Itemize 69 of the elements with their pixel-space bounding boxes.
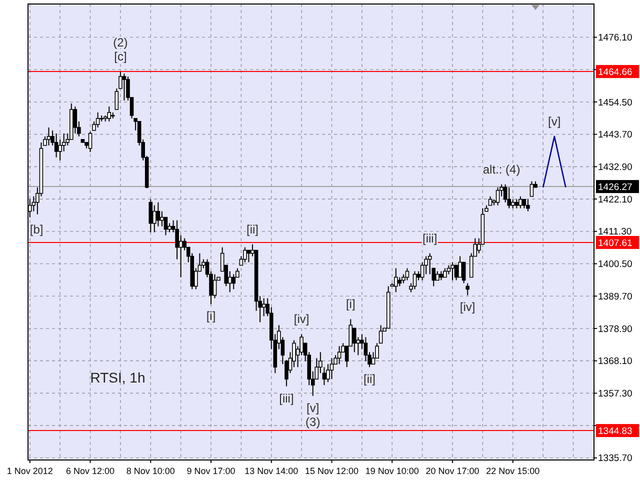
- ref-line-label: 1407.61: [598, 238, 632, 249]
- x-tick-label: 13 Nov 14:00: [244, 466, 298, 476]
- y-tick-label: 1378.90: [598, 324, 632, 335]
- text: [iii]: [279, 391, 294, 406]
- text: [iii]: [422, 231, 438, 246]
- x-tick-label: 6 Nov 12:00: [66, 466, 115, 476]
- text: [v] (3): [306, 400, 320, 429]
- x-tick-label: 15 Nov 12:00: [304, 466, 359, 476]
- candlestick: [46, 126, 51, 146]
- candlestick: [466, 282, 470, 296]
- candlestick: [454, 264, 458, 281]
- candlestick: [458, 256, 462, 278]
- text: [i]: [206, 309, 216, 324]
- text: [iv]: [294, 312, 310, 326]
- text: alt.: (4): [482, 162, 520, 176]
- candlestick: [88, 131, 92, 153]
- candlestick: [54, 132, 58, 158]
- candlestick: [107, 106, 112, 122]
- x-tick-label: 22 Nov 15:00: [486, 466, 540, 476]
- candlestick: [378, 324, 383, 344]
- candlestick: [122, 73, 126, 101]
- candlestick: [462, 262, 466, 284]
- candlestick: [394, 268, 398, 293]
- y-tick-label: 1357.30: [598, 388, 632, 400]
- x-tick-label: 1 Nov 2012: [6, 466, 53, 476]
- y-tick-label: 1411.30: [598, 226, 632, 238]
- candlestick: [405, 268, 410, 281]
- candlestick: [160, 210, 164, 227]
- text: [ii]: [363, 372, 376, 386]
- text: (2) [c]: [113, 36, 128, 64]
- candlestick: [352, 328, 356, 353]
- y-tick-label: 1422.10: [598, 194, 632, 206]
- candlestick: [330, 358, 334, 380]
- y-tick-label: 1476.10: [598, 32, 632, 44]
- candlestick: [96, 112, 100, 128]
- y-tick-label: 1443.70: [598, 130, 632, 141]
- y-tick-label: 1454.50: [598, 97, 632, 108]
- candlestick: [243, 246, 247, 263]
- y-tick-label: 1335.70: [598, 453, 632, 464]
- candlestick: [526, 198, 530, 212]
- data-label: [v]: [548, 114, 561, 128]
- ref-line-label: 1426.27: [598, 182, 632, 193]
- x-tick-label: 20 Nov 17:00: [426, 466, 480, 476]
- text: [ii]: [246, 222, 259, 236]
- candlestick: [496, 186, 500, 206]
- ref-line-label: 1464.66: [598, 66, 632, 78]
- ref-line-label: 1344.83: [598, 426, 632, 437]
- text: [iv]: [460, 300, 476, 314]
- x-tick-label: 19 Nov 10:00: [365, 466, 419, 476]
- y-tick-label: 1432.90: [598, 162, 632, 174]
- y-tick-label: 1389.70: [598, 291, 632, 302]
- candlestick: [507, 186, 511, 209]
- candlestick: [232, 274, 236, 290]
- y-tick-label: 1368.10: [598, 356, 632, 368]
- candlestick: [212, 274, 217, 299]
- candlestick: [412, 270, 417, 290]
- candlestick: [152, 204, 156, 233]
- text: [b]: [30, 222, 44, 236]
- annotation: RTSI, 1h: [90, 369, 146, 386]
- x-tick-label: 8 Nov 10:00: [126, 466, 175, 476]
- x-tick-label: 9 Nov 17:00: [186, 466, 236, 476]
- candlestick: [156, 202, 160, 227]
- candlestick: [148, 198, 153, 233]
- candlestick: [530, 180, 534, 197]
- y-tick-label: 1400.50: [598, 259, 632, 270]
- candlestick: [518, 196, 522, 209]
- candlestick: [337, 346, 342, 365]
- candlestick: [450, 262, 454, 281]
- text: [i]: [346, 297, 356, 312]
